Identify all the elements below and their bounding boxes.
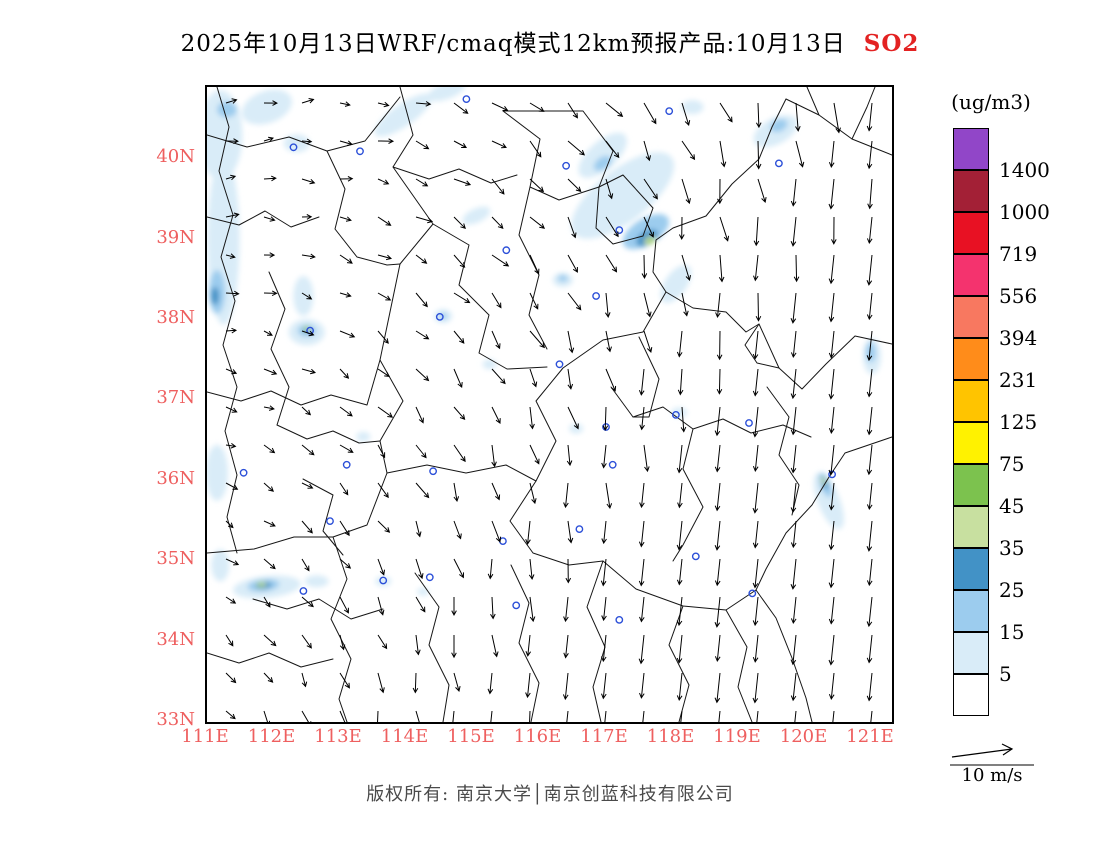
lon-tick-label: 118E <box>646 726 695 747</box>
title-species: SO2 <box>863 30 920 57</box>
colorbar-cell <box>953 380 989 422</box>
map-frame <box>205 85 894 724</box>
lon-tick-label: 120E <box>779 726 828 747</box>
lat-tick-label: 40N <box>156 146 195 168</box>
lat-tick-label: 39N <box>156 226 195 248</box>
lon-tick-label: 113E <box>314 726 362 747</box>
lat-tick-label: 37N <box>156 387 195 409</box>
colorbar-cell <box>953 338 989 380</box>
wind-vector-field <box>225 98 873 722</box>
lon-tick-label: 117E <box>580 726 628 747</box>
wind-reference-arrow <box>950 743 1034 766</box>
colorbar-cell <box>953 674 989 716</box>
colorbar-labels: 1400 1000 719 556 394 231 125 75 45 35 25 15 5 <box>999 128 1071 728</box>
colorbar <box>953 128 989 716</box>
station-markers <box>239 95 836 624</box>
colorbar-level-label: 1000 <box>999 200 1050 224</box>
lon-tick-label: 121E <box>846 726 894 747</box>
colorbar-cell <box>953 254 989 296</box>
page-title: 2025年10月13日WRF/cmaq模式12km预报产品:10月13日 SO2 <box>0 24 1100 58</box>
title-main: 2025年10月13日WRF/cmaq模式12km预报产品:10月13日 <box>180 31 846 57</box>
copyright-footer: 版权所有: 南京大学│南京创蓝科技有限公司 <box>366 784 734 805</box>
colorbar-level-label: 5 <box>999 662 1012 686</box>
province-boundaries <box>207 87 892 722</box>
lat-tick-label: 36N <box>156 467 195 489</box>
colorbar-cell <box>953 506 989 548</box>
lat-tick-label: 33N <box>156 709 195 730</box>
lon-tick-label: 111E <box>181 726 229 747</box>
colorbar-cell <box>953 296 989 338</box>
colorbar-level-label: 1400 <box>999 158 1050 182</box>
colorbar-level-label: 394 <box>999 326 1038 350</box>
colorbar-level-label: 45 <box>999 494 1025 518</box>
colorbar-unit: (ug/m3) <box>951 90 1031 114</box>
lon-tick-label: 119E <box>713 726 761 747</box>
colorbar-cell <box>953 632 989 674</box>
colorbar-level-label: 35 <box>999 536 1025 560</box>
colorbar-cell <box>953 170 989 212</box>
lon-tick-label: 116E <box>513 726 562 747</box>
colorbar-cell <box>953 128 989 170</box>
wind-reference-label: 10 m/s <box>961 765 1023 786</box>
map-svg <box>207 87 892 722</box>
colorbar-level-label: 719 <box>999 242 1038 266</box>
lon-tick-label: 115E <box>447 726 495 747</box>
lon-tick-label: 114E <box>380 726 429 747</box>
colorbar-level-label: 15 <box>999 620 1025 644</box>
colorbar-cell <box>953 464 989 506</box>
lon-tick-label: 112E <box>247 726 296 747</box>
lat-tick-label: 35N <box>156 548 195 570</box>
colorbar-cell <box>953 422 989 464</box>
lat-tick-label: 38N <box>156 307 195 329</box>
lat-tick-label: 34N <box>156 628 195 650</box>
colorbar-level-label: 125 <box>999 410 1038 434</box>
colorbar-level-label: 75 <box>999 452 1025 476</box>
colorbar-level-label: 231 <box>999 368 1038 392</box>
colorbar-cell <box>953 212 989 254</box>
colorbar-level-label: 556 <box>999 284 1038 308</box>
colorbar-cell <box>953 548 989 590</box>
colorbar-cell <box>953 590 989 632</box>
colorbar-level-label: 25 <box>999 578 1025 602</box>
